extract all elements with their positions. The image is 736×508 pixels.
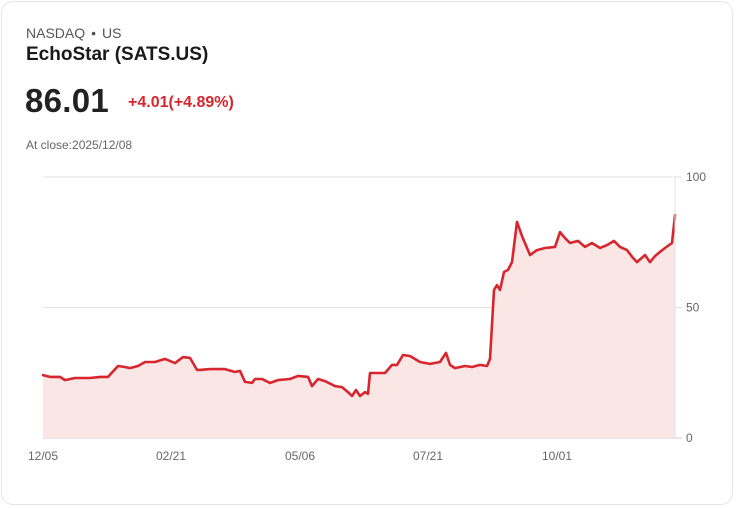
y-tick-label: 100 [686,170,706,184]
x-tick-label: 12/05 [28,449,58,463]
stock-title: EchoStar (SATS.US) [26,44,209,65]
exchange-name: NASDAQ [26,25,86,41]
x-tick-label: 10/01 [542,449,572,463]
x-axis-ticks: 12/05 02/21 05/06 07/21 10/01 [28,449,572,463]
x-tick-label: 05/06 [285,449,315,463]
x-tick-label: 07/21 [413,449,443,463]
price-area-fill [43,215,675,438]
current-price: 86.01 [25,82,110,119]
exchange-line: NASDAQ • US [26,25,121,41]
price-line[interactable] [41,213,677,398]
separator-dot: • [91,25,97,41]
y-tick-label: 0 [686,431,693,445]
region-label: US [102,25,122,41]
close-timestamp: At close:2025/12/08 [26,138,133,152]
price-change: +4.01(+4.89%) [128,94,234,111]
x-tick-label: 02/21 [156,449,186,463]
y-tick-label: 50 [686,301,700,315]
y-axis-ticks: 0 50 100 [686,170,706,445]
